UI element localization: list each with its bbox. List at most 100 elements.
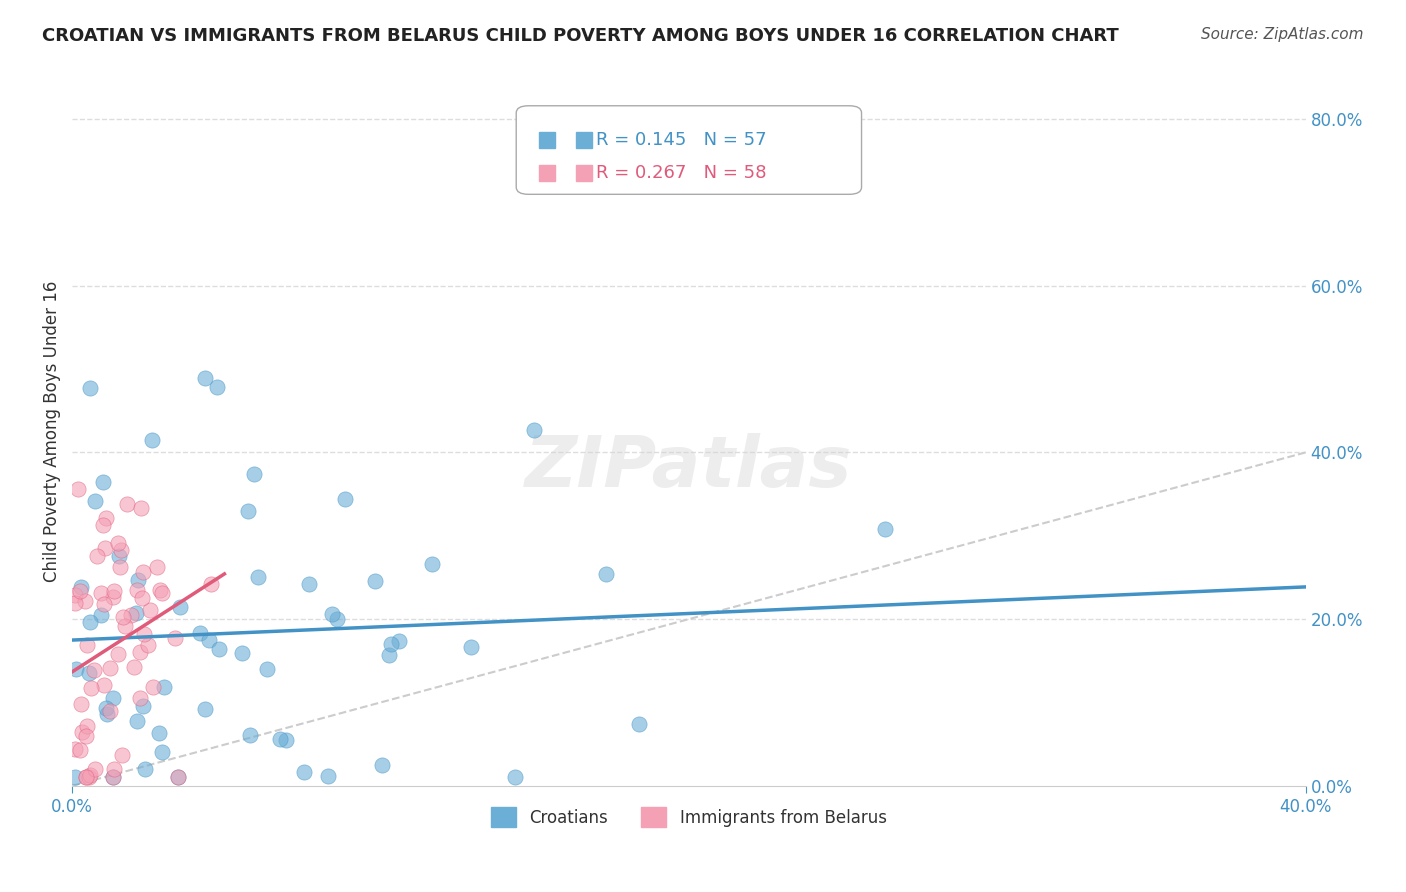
Text: CROATIAN VS IMMIGRANTS FROM BELARUS CHILD POVERTY AMONG BOYS UNDER 16 CORRELATIO: CROATIAN VS IMMIGRANTS FROM BELARUS CHIL…: [42, 27, 1119, 45]
Croatians: [94, 701, 117, 715]
Immigrants from Belarus: [110, 559, 132, 574]
Immigrants from Belarus: [139, 603, 162, 617]
Immigrants from Belarus: [76, 719, 98, 733]
Immigrants from Belarus: [98, 661, 121, 675]
Croatians: [79, 615, 101, 629]
Immigrants from Belarus: [129, 501, 152, 516]
Croatians: [65, 771, 87, 785]
Croatians: [79, 665, 101, 680]
Croatians: [83, 493, 105, 508]
Immigrants from Belarus: [149, 582, 172, 597]
Text: R = 0.267   N = 58: R = 0.267 N = 58: [596, 164, 766, 182]
Croatians: [153, 681, 176, 695]
Immigrants from Belarus: [69, 583, 91, 598]
Croatians: [194, 371, 217, 385]
Croatians: [127, 573, 149, 587]
Croatians: [364, 574, 387, 589]
Croatians: [316, 770, 339, 784]
Immigrants from Belarus: [163, 631, 186, 645]
Croatians: [628, 716, 651, 731]
Immigrants from Belarus: [76, 639, 98, 653]
Croatians: [243, 467, 266, 481]
Croatians: [101, 690, 124, 705]
Immigrants from Belarus: [103, 590, 125, 604]
Croatians: [134, 762, 156, 776]
Croatians: [208, 642, 231, 657]
Croatians: [380, 637, 402, 651]
Croatians: [292, 765, 315, 780]
Immigrants from Belarus: [83, 663, 105, 677]
Immigrants from Belarus: [166, 771, 188, 785]
Immigrants from Belarus: [115, 497, 138, 511]
Croatians: [371, 758, 394, 772]
Immigrants from Belarus: [65, 742, 87, 756]
Croatians: [246, 570, 269, 584]
Croatians: [388, 634, 411, 648]
Immigrants from Belarus: [107, 536, 129, 550]
Croatians: [96, 707, 118, 722]
Croatians: [873, 522, 896, 536]
Croatians: [276, 732, 298, 747]
Immigrants from Belarus: [103, 762, 125, 776]
Immigrants from Belarus: [111, 609, 134, 624]
Immigrants from Belarus: [132, 565, 155, 579]
Immigrants from Belarus: [70, 725, 93, 739]
Text: ZIPatlas: ZIPatlas: [526, 433, 852, 501]
Croatians: [141, 433, 163, 447]
Immigrants from Belarus: [200, 577, 222, 591]
Immigrants from Belarus: [75, 729, 97, 743]
Immigrants from Belarus: [150, 586, 173, 600]
Immigrants from Belarus: [129, 690, 152, 705]
Immigrants from Belarus: [65, 587, 87, 601]
FancyBboxPatch shape: [516, 106, 862, 194]
Croatians: [148, 726, 170, 740]
Croatians: [194, 701, 217, 715]
Croatians: [197, 633, 219, 648]
Croatians: [420, 557, 443, 571]
Immigrants from Belarus: [70, 697, 93, 711]
Croatians: [377, 648, 399, 662]
Croatians: [132, 699, 155, 714]
Croatians: [205, 379, 228, 393]
Immigrants from Belarus: [146, 560, 169, 574]
Immigrants from Belarus: [132, 627, 155, 641]
Immigrants from Belarus: [86, 549, 108, 564]
Immigrants from Belarus: [131, 591, 153, 605]
Immigrants from Belarus: [101, 771, 124, 785]
Immigrants from Belarus: [90, 586, 112, 600]
Text: R = 0.145   N = 57: R = 0.145 N = 57: [596, 131, 768, 149]
Immigrants from Belarus: [111, 747, 134, 762]
Croatians: [70, 581, 93, 595]
Croatians: [90, 607, 112, 622]
Immigrants from Belarus: [73, 594, 96, 608]
Immigrants from Belarus: [142, 680, 165, 694]
Immigrants from Belarus: [120, 608, 142, 623]
Croatians: [103, 771, 125, 785]
Immigrants from Belarus: [129, 644, 152, 658]
Croatians: [269, 732, 291, 747]
Croatians: [503, 771, 526, 785]
Immigrants from Belarus: [69, 743, 91, 757]
Croatians: [79, 381, 101, 395]
Legend: Croatians, Immigrants from Belarus: Croatians, Immigrants from Belarus: [484, 800, 893, 834]
Text: Source: ZipAtlas.com: Source: ZipAtlas.com: [1201, 27, 1364, 42]
Croatians: [595, 566, 617, 581]
Croatians: [460, 640, 482, 655]
Croatians: [236, 504, 259, 518]
Croatians: [239, 729, 262, 743]
Croatians: [325, 611, 347, 625]
Immigrants from Belarus: [103, 583, 125, 598]
Immigrants from Belarus: [75, 771, 97, 785]
Immigrants from Belarus: [93, 678, 115, 692]
Immigrants from Belarus: [93, 597, 115, 611]
Immigrants from Belarus: [84, 762, 107, 776]
Immigrants from Belarus: [75, 771, 97, 785]
Immigrants from Belarus: [65, 596, 87, 610]
Immigrants from Belarus: [94, 541, 117, 555]
Immigrants from Belarus: [79, 768, 101, 782]
Immigrants from Belarus: [107, 647, 129, 661]
Croatians: [335, 492, 357, 507]
Croatians: [91, 475, 114, 490]
Immigrants from Belarus: [94, 510, 117, 524]
Croatians: [150, 745, 173, 759]
